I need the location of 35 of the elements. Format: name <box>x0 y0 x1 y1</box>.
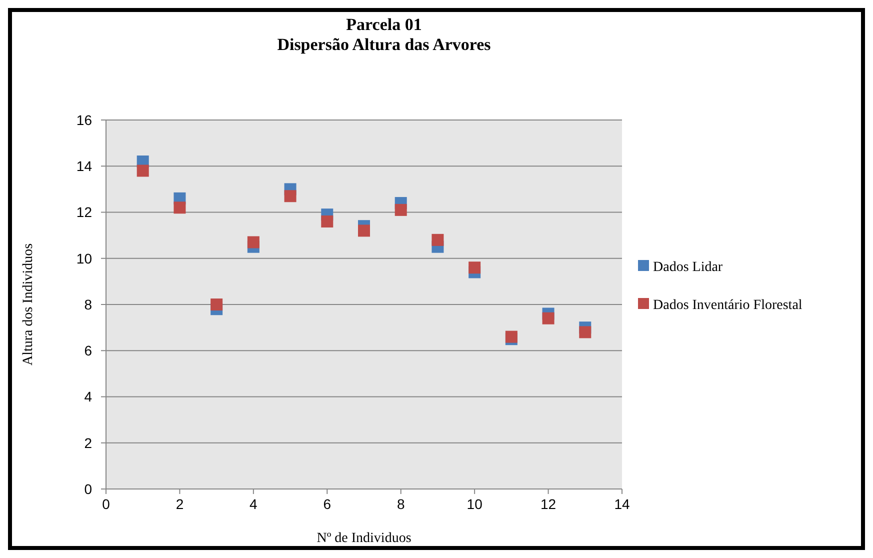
point <box>579 326 592 338</box>
point <box>210 298 223 310</box>
point <box>542 312 554 324</box>
y-tick-label: 2 <box>84 434 92 451</box>
x-axis-title: Nº de Individuos <box>316 531 412 546</box>
point <box>284 190 296 202</box>
point <box>174 202 186 214</box>
point <box>394 204 407 216</box>
y-tick-label: 0 <box>84 480 92 497</box>
x-tick-label: 6 <box>323 496 332 512</box>
point <box>321 215 334 228</box>
y-tick-label: 8 <box>84 296 92 312</box>
x-tick-label: 0 <box>102 496 110 512</box>
point <box>505 330 518 343</box>
x-tick-label: 14 <box>614 496 630 512</box>
legend-label: Dados Inventário Florestal <box>653 298 802 313</box>
y-tick-label: 4 <box>84 388 92 405</box>
point <box>432 234 444 246</box>
point <box>247 236 260 248</box>
y-tick-label: 16 <box>76 112 92 128</box>
y-tick-label: 10 <box>76 250 92 266</box>
chart-title: Parcela 01 Dispersão Altura das Arvores <box>277 15 492 54</box>
x-tick-label: 10 <box>466 496 483 512</box>
x-tick-label: 8 <box>396 496 405 512</box>
legend-label: Dados Lidar <box>653 260 723 275</box>
y-tick-label: 14 <box>76 158 92 174</box>
x-tick-label: 2 <box>176 496 184 512</box>
point <box>358 224 370 237</box>
point <box>136 164 149 177</box>
x-tick-label: 4 <box>250 496 258 512</box>
y-tick-label: 6 <box>84 342 92 359</box>
y-axis-title: Altura dos Individuos <box>21 243 36 366</box>
point <box>468 262 481 274</box>
x-tick-label: 12 <box>540 496 556 512</box>
y-tick-label: 12 <box>76 204 92 220</box>
